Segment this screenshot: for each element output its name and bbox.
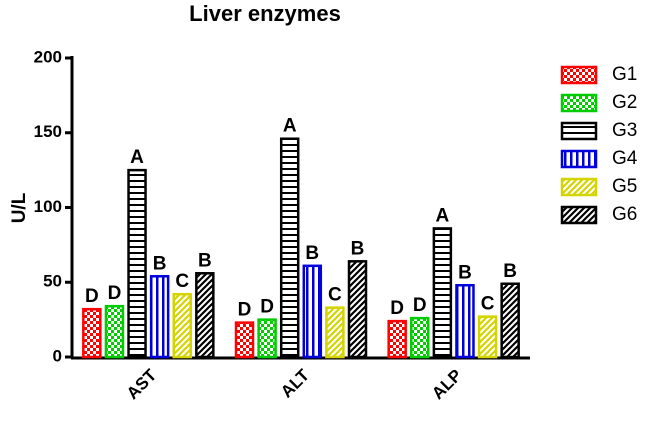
significance-letter: D	[260, 297, 274, 318]
significance-letter: C	[175, 271, 189, 292]
y-tick-label: 0	[53, 346, 62, 365]
y-tick-label: 150	[34, 122, 62, 141]
bar	[325, 306, 345, 359]
bar	[82, 307, 102, 359]
chart-title: Liver enzymes	[189, 1, 341, 26]
bar	[279, 137, 300, 359]
legend-swatch	[560, 149, 598, 169]
bar	[104, 304, 125, 359]
legend-label: G3	[612, 120, 637, 141]
significance-letter: A	[130, 147, 144, 168]
bar	[432, 227, 453, 359]
legend-swatch	[560, 121, 598, 141]
significance-letter: B	[198, 250, 212, 271]
significance-letter: A	[435, 205, 449, 226]
significance-letter: D	[85, 286, 99, 307]
legend-label: G4	[612, 148, 638, 169]
bar	[477, 315, 498, 359]
significance-letter: B	[503, 261, 517, 282]
bar	[302, 264, 323, 359]
bar	[387, 319, 407, 359]
bar	[410, 316, 430, 359]
bar	[257, 318, 277, 359]
significance-letter: B	[351, 238, 365, 259]
bar	[347, 260, 368, 359]
bar	[195, 272, 215, 359]
x-tick-label: ALP	[428, 366, 465, 403]
x-tick-label: ALT	[277, 365, 313, 401]
legend-swatch	[560, 205, 598, 225]
legend-swatch	[560, 65, 598, 85]
bar	[172, 292, 192, 359]
legend-label: G5	[612, 176, 637, 197]
significance-letter: B	[305, 243, 319, 264]
significance-letter: B	[458, 262, 472, 283]
significance-letter: D	[238, 300, 252, 321]
y-tick-label: 200	[34, 47, 62, 66]
y-tick-label: 50	[43, 272, 62, 291]
significance-letter: C	[481, 294, 495, 315]
significance-letter: C	[328, 285, 342, 306]
legend-label: G1	[612, 64, 637, 85]
significance-letter: A	[283, 116, 297, 137]
x-tick-label: AST	[123, 365, 161, 403]
bar	[500, 282, 520, 359]
significance-letter: D	[413, 295, 427, 316]
significance-letter: D	[390, 298, 404, 319]
significance-letter: D	[108, 283, 122, 304]
y-tick-label: 100	[34, 197, 62, 216]
significance-letter: B	[153, 253, 167, 274]
legend-swatch	[560, 93, 598, 113]
legend-label: G6	[612, 204, 637, 225]
bar	[455, 283, 475, 359]
y-axis-label: U/L	[9, 192, 30, 223]
bar	[149, 275, 170, 359]
legend-label: G2	[612, 92, 637, 113]
legend-swatch	[560, 177, 598, 197]
bar	[127, 168, 147, 359]
bar	[234, 321, 255, 359]
